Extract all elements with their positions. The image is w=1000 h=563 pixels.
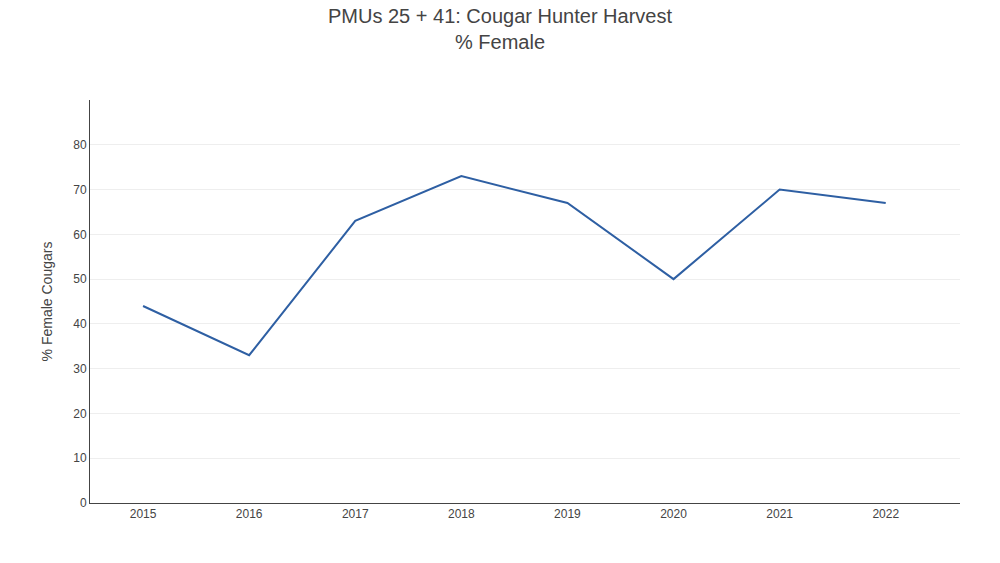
svg-text:80: 80 bbox=[73, 138, 87, 152]
svg-text:70: 70 bbox=[73, 183, 87, 197]
svg-text:% Female Cougars: % Female Cougars bbox=[39, 242, 55, 362]
svg-text:PMUs 25 + 41: Cougar Hunter Ha: PMUs 25 + 41: Cougar Hunter Harvest% Fem… bbox=[328, 5, 672, 53]
svg-text:40: 40 bbox=[73, 317, 87, 331]
svg-text:2018: 2018 bbox=[448, 507, 475, 521]
svg-text:2019: 2019 bbox=[554, 507, 581, 521]
svg-text:60: 60 bbox=[73, 228, 87, 242]
svg-text:0: 0 bbox=[80, 496, 87, 510]
svg-text:2017: 2017 bbox=[342, 507, 369, 521]
svg-text:50: 50 bbox=[73, 272, 87, 286]
svg-text:30: 30 bbox=[73, 362, 87, 376]
svg-text:2020: 2020 bbox=[660, 507, 687, 521]
svg-text:2022: 2022 bbox=[872, 507, 899, 521]
svg-text:20: 20 bbox=[73, 407, 87, 421]
svg-text:2021: 2021 bbox=[766, 507, 793, 521]
svg-text:10: 10 bbox=[73, 451, 87, 465]
svg-text:2015: 2015 bbox=[130, 507, 157, 521]
svg-text:2016: 2016 bbox=[236, 507, 263, 521]
